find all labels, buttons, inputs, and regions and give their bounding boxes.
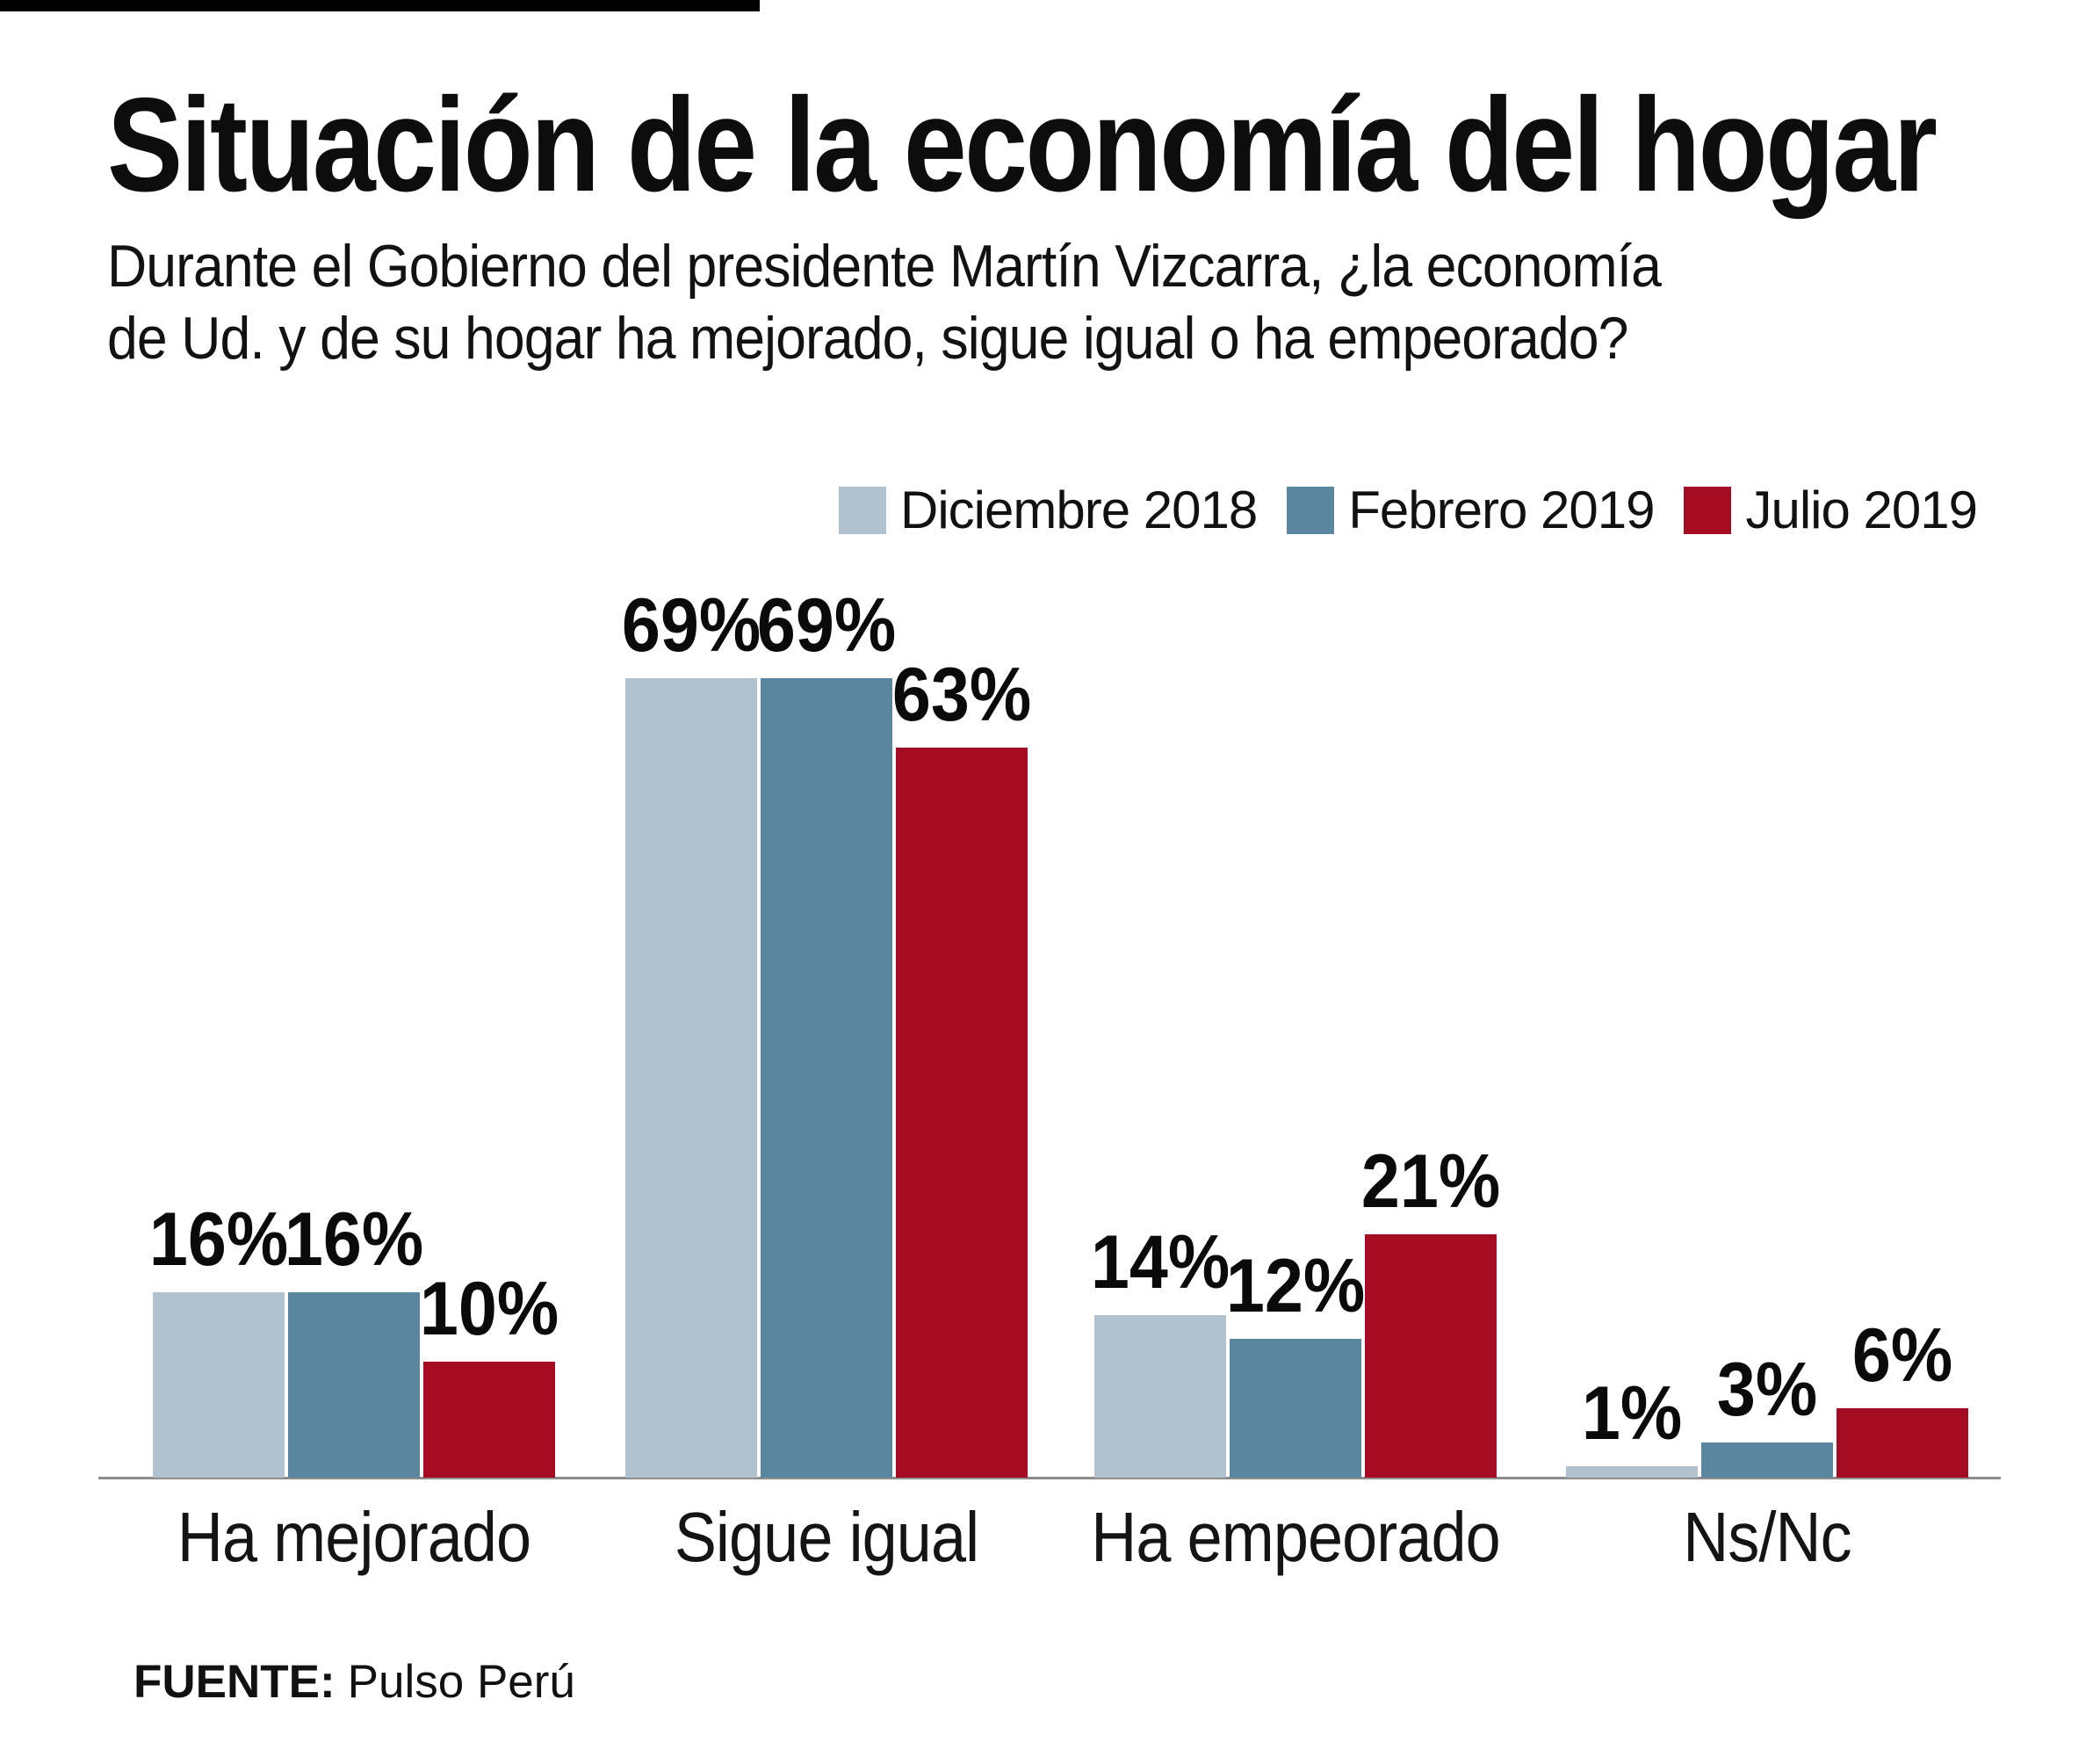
value-label: 6% [1851, 1313, 1953, 1398]
legend-label: Julio 2019 [1745, 481, 1978, 539]
value-label: 12% [1225, 1244, 1366, 1328]
bar-febrero-2019-ha-mejorado [288, 1292, 420, 1478]
subtitle-line-2: de Ud. y de su hogar ha mejorado, sigue … [107, 305, 1628, 372]
value-label: 63% [891, 653, 1032, 737]
legend-label: Febrero 2019 [1348, 481, 1655, 539]
category-label-ha-mejorado: Ha mejorado [177, 1498, 531, 1576]
legend-item-1: Diciembre 2018 [839, 480, 1258, 540]
bar-julio-2019-sigue-igual [896, 748, 1028, 1478]
category-label-ns-nc: Ns/Nc [1683, 1498, 1851, 1576]
bar-diciembre-2018-ha-empeorado [1094, 1315, 1226, 1478]
value-label: 16% [284, 1197, 424, 1282]
value-label: 69% [756, 583, 897, 668]
value-label: 16% [148, 1197, 289, 1282]
legend: Diciembre 2018 Febrero 2019 Julio 2019 [839, 480, 1978, 540]
value-label: 21% [1360, 1139, 1501, 1224]
category-label-ha-empeorado: Ha empeorado [1091, 1498, 1500, 1576]
bar-julio-2019-ha-mejorado [423, 1362, 555, 1478]
legend-label: Diciembre 2018 [900, 481, 1258, 539]
bar-julio-2019-ha-empeorado [1365, 1234, 1497, 1478]
legend-item-3: Julio 2019 [1684, 480, 1978, 540]
source-value: Pulso Perú [347, 1656, 575, 1708]
value-label: 69% [621, 583, 761, 668]
value-label: 14% [1090, 1220, 1230, 1305]
chart-subtitle: Durante el Gobierno del presidente Martí… [107, 230, 1662, 374]
bar-diciembre-2018-ns-nc [1566, 1466, 1698, 1478]
bar-diciembre-2018-sigue-igual [625, 678, 757, 1478]
legend-swatch-icon [1287, 486, 1335, 534]
bar-julio-2019-ns-nc [1837, 1408, 1968, 1478]
value-label: 10% [419, 1267, 559, 1351]
chart-title: Situación de la economía del hogar [107, 70, 1938, 220]
value-label: 1% [1581, 1371, 1683, 1456]
legend-swatch-icon [839, 486, 886, 534]
source-label: FUENTE: [134, 1656, 336, 1708]
bar-febrero-2019-ns-nc [1701, 1442, 1833, 1478]
subtitle-line-1: Durante el Gobierno del presidente Martí… [107, 233, 1662, 300]
bar-febrero-2019-sigue-igual [761, 678, 892, 1478]
legend-item-2: Febrero 2019 [1287, 480, 1655, 540]
bar-diciembre-2018-ha-mejorado [153, 1292, 285, 1478]
bar-febrero-2019-ha-empeorado [1230, 1339, 1361, 1478]
value-label: 3% [1716, 1348, 1818, 1432]
top-black-bar [0, 0, 760, 11]
x-axis-line [98, 1477, 2001, 1479]
legend-swatch-icon [1684, 486, 1732, 534]
category-label-sigue-igual: Sigue igual [674, 1498, 979, 1576]
source-note: FUENTE: Pulso Perú [134, 1655, 575, 1709]
